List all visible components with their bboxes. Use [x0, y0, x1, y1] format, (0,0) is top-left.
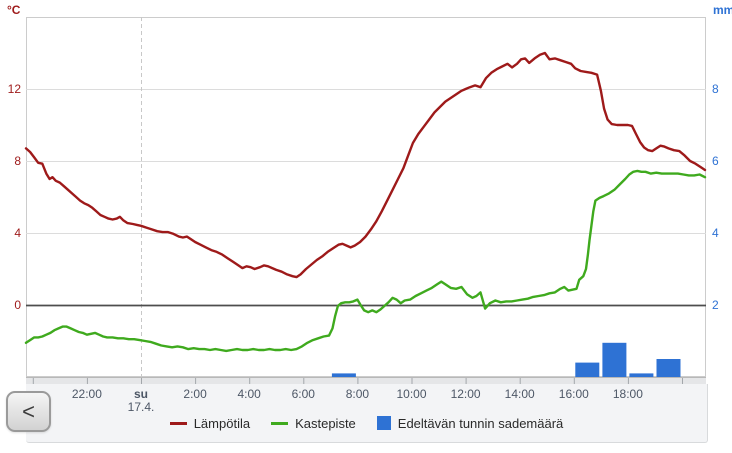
- legend-label-temperature: Lämpötila: [193, 415, 251, 431]
- legend-item-precipitation: Edeltävän tunnin sademäärä: [376, 415, 564, 431]
- legend-item-temperature: Lämpötila: [169, 415, 251, 431]
- plot-area: [24, 17, 707, 384]
- x-label-2:00: 2:00: [183, 387, 207, 401]
- x-label-6:00: 6:00: [291, 387, 315, 401]
- left-tick-label-4: 4: [14, 226, 21, 240]
- precipitation-box-swatch: [376, 416, 391, 430]
- legend-label-dewpoint: Kastepiste: [295, 415, 356, 431]
- x-label-su: su 17.4.: [127, 387, 155, 414]
- x-label-16:00: 16:00: [558, 387, 589, 401]
- left-tick-label-0: 0: [14, 298, 21, 312]
- tick-band: [26, 377, 706, 384]
- x-label-22:00: 22:00: [71, 387, 102, 401]
- right-tick-label-6: 6: [712, 154, 719, 168]
- x-label-18:00: 18:00: [612, 387, 643, 401]
- right-axis-unit-label: mm: [713, 3, 732, 17]
- plot-border: [26, 17, 706, 377]
- x-label-12:00: 12:00: [450, 387, 481, 401]
- precipitation-bar-hour-18: [602, 342, 627, 377]
- dewpoint-line-swatch: [271, 421, 289, 425]
- right-tick-label-4: 4: [712, 226, 719, 240]
- left-axis-unit-label: °C: [7, 3, 21, 17]
- temperature-line-swatch: [169, 421, 187, 425]
- pan-left-button[interactable]: <: [6, 391, 51, 432]
- precipitation-bar-hour-17: [575, 362, 600, 377]
- legend-label-precipitation: Edeltävän tunnin sademäärä: [397, 415, 564, 431]
- x-label-10:00: 10:00: [396, 387, 427, 401]
- right-tick-label-8: 8: [712, 82, 719, 96]
- x-label-4:00: 4:00: [237, 387, 261, 401]
- x-label-14:00: 14:00: [504, 387, 535, 401]
- legend-item-dewpoint: Kastepiste: [271, 416, 356, 431]
- right-tick-label-2: 2: [712, 298, 719, 312]
- dewpoint-line: [24, 169, 707, 353]
- x-label-8:00: 8:00: [345, 387, 370, 401]
- legend: Lämpötila Kastepiste Edeltävän tunnin sa…: [26, 412, 707, 434]
- precipitation-bar-hour-20: [656, 359, 681, 377]
- left-tick-label-12: 12: [7, 82, 21, 96]
- precipitation-bar-hour-19: [629, 373, 654, 377]
- axis-footer-panel: [26, 384, 708, 443]
- precipitation-bar-hour-8: [331, 373, 356, 377]
- left-tick-label-8: 8: [14, 154, 21, 168]
- temperature-line: [24, 51, 707, 279]
